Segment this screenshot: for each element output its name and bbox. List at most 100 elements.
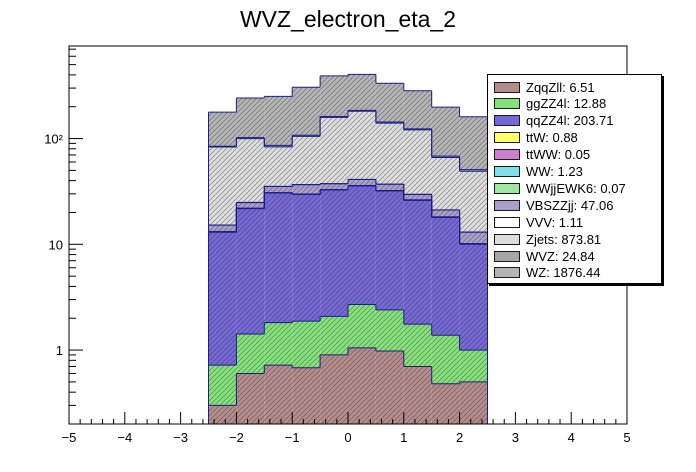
legend-swatch xyxy=(494,267,520,279)
legend-label: VVV: 1.11 xyxy=(526,214,584,230)
bar-hatch-9-bin-4 xyxy=(320,117,348,184)
legend-swatch xyxy=(494,250,520,262)
bar-hatch-7-bin-0 xyxy=(208,225,237,232)
x-tick-label: 4 xyxy=(568,430,575,445)
bar-hatch-10-bin-6 xyxy=(375,122,404,124)
legend-entry: WWjjEWK6: 0.07 xyxy=(494,180,626,196)
legend-swatch xyxy=(494,233,520,245)
legend-entry: WVZ: 24.84 xyxy=(494,248,595,264)
bar-hatch-11-bin-7 xyxy=(403,90,432,129)
bar-hatch-2-bin-2 xyxy=(264,193,293,323)
bar-hatch-9-bin-2 xyxy=(264,146,293,187)
bar-hatch-7-bin-3 xyxy=(292,184,321,194)
bar-hatch-2-bin-3 xyxy=(292,194,321,322)
legend-swatch xyxy=(494,166,520,177)
bar-hatch-11-bin-9 xyxy=(459,116,488,170)
x-tick-label: 5 xyxy=(623,430,630,445)
legend-entry: Zjets: 873.81 xyxy=(494,231,601,247)
legend-entry: WW: 1.23 xyxy=(494,164,583,180)
legend-label: WVZ: 24.84 xyxy=(526,248,595,264)
legend-label: ttWW: 0.05 xyxy=(526,147,591,163)
legend-entry: ttWW: 0.05 xyxy=(494,147,590,163)
bar-hatch-2-bin-4 xyxy=(320,190,348,317)
bar-hatch-0-bin-7 xyxy=(403,366,432,424)
y-tick-label: 1 xyxy=(56,343,63,358)
legend-label: WW: 1.23 xyxy=(526,164,583,179)
legend-label: Zjets: 873.81 xyxy=(526,231,602,247)
legend-label: WZ: 1876.44 xyxy=(526,265,601,281)
bar-hatch-7-bin-8 xyxy=(431,210,460,217)
bar-hatch-7-bin-9 xyxy=(459,232,488,244)
bar-hatch-1-bin-7 xyxy=(403,324,432,367)
legend-entry: VVV: 1.11 xyxy=(494,214,583,230)
legend-swatch xyxy=(494,216,520,228)
bar-hatch-0-bin-5 xyxy=(348,347,376,424)
bar-hatch-9-bin-0 xyxy=(208,146,237,225)
bar-hatch-11-bin-4 xyxy=(320,75,348,117)
bar-hatch-1-bin-9 xyxy=(459,350,488,382)
bar-hatch-11-bin-6 xyxy=(375,83,404,123)
x-tick-label: 1 xyxy=(400,430,407,445)
bar-hatch-0-bin-1 xyxy=(236,373,265,424)
hatch-layer xyxy=(208,73,488,424)
bar-hatch-11-bin-0 xyxy=(208,112,237,147)
legend-entry: WZ: 1876.44 xyxy=(494,265,600,281)
bar-hatch-0-bin-2 xyxy=(264,365,293,424)
legend-entry: ZqqZll: 6.51 xyxy=(494,79,595,95)
bar-hatch-10-bin-8 xyxy=(431,156,460,158)
bar-hatch-2-bin-0 xyxy=(208,232,237,366)
legend-label: qqZZ4l: 203.71 xyxy=(526,113,614,129)
bar-hatch-9-bin-8 xyxy=(431,157,460,210)
bar-hatch-10-bin-9 xyxy=(459,169,488,172)
legend-label: ZqqZll: 6.51 xyxy=(526,79,595,95)
bar-hatch-2-bin-6 xyxy=(375,190,404,310)
legend-swatch xyxy=(494,182,520,194)
bar-hatch-11-bin-3 xyxy=(292,87,321,136)
legend-label: WWjjEWK6: 0.07 xyxy=(526,180,626,196)
series-outline-11 xyxy=(208,73,488,118)
legend-entry: ggZZ4l: 12.88 xyxy=(494,96,606,112)
bar-hatch-1-bin-0 xyxy=(208,365,237,406)
legend-swatch xyxy=(494,98,520,110)
bar-hatch-11-bin-2 xyxy=(264,96,293,146)
bar-hatch-1-bin-5 xyxy=(348,304,376,348)
axis-layer: −5 −4 −3 −2 −1 0 1 2 3 4 5 1 10 10² xyxy=(44,48,631,445)
bar-hatch-7-bin-4 xyxy=(320,183,348,190)
bar-hatch-7-bin-5 xyxy=(348,179,376,186)
bar-hatch-1-bin-6 xyxy=(375,309,404,352)
bar-hatch-1-bin-1 xyxy=(236,333,265,374)
bar-hatch-2-bin-5 xyxy=(348,185,376,305)
bar-hatch-9-bin-1 xyxy=(236,138,265,203)
legend-entry: VBSZZjj: 47.06 xyxy=(494,197,613,213)
y-tick-label: 10² xyxy=(44,132,63,147)
x-tick-label: 0 xyxy=(344,430,351,445)
bar-hatch-9-bin-5 xyxy=(348,111,376,180)
bar-hatch-11-bin-8 xyxy=(431,107,460,157)
bar-hatch-1-bin-2 xyxy=(264,322,293,366)
bar-hatch-1-bin-4 xyxy=(320,316,348,355)
bar-hatch-7-bin-1 xyxy=(236,202,265,209)
x-tick-label: −4 xyxy=(117,430,132,445)
y-tick-label: 10 xyxy=(49,237,63,252)
legend-entry: ttW: 0.88 xyxy=(494,130,578,146)
x-tick-label: −3 xyxy=(173,430,188,445)
legend-label: VBSZZjj: 47.06 xyxy=(526,197,614,213)
bar-hatch-9-bin-3 xyxy=(292,136,321,185)
bar-hatch-2-bin-8 xyxy=(431,217,460,336)
legend-label: ggZZ4l: 12.88 xyxy=(526,96,607,112)
bar-hatch-2-bin-7 xyxy=(403,200,432,325)
bar-hatch-2-bin-1 xyxy=(236,208,265,334)
bar-hatch-9-bin-6 xyxy=(375,123,404,185)
legend-swatch xyxy=(494,199,520,211)
bar-hatch-0-bin-4 xyxy=(320,354,348,424)
bar-hatch-9-bin-7 xyxy=(403,129,432,195)
legend-swatch xyxy=(494,149,520,161)
bar-hatch-2-bin-9 xyxy=(459,244,488,351)
bar-hatch-7-bin-7 xyxy=(403,194,432,200)
bar-hatch-0-bin-9 xyxy=(459,381,488,424)
bar-hatch-10-bin-2 xyxy=(264,145,293,147)
bar-hatch-10-bin-3 xyxy=(292,135,321,137)
bar-hatch-0-bin-6 xyxy=(375,351,404,424)
